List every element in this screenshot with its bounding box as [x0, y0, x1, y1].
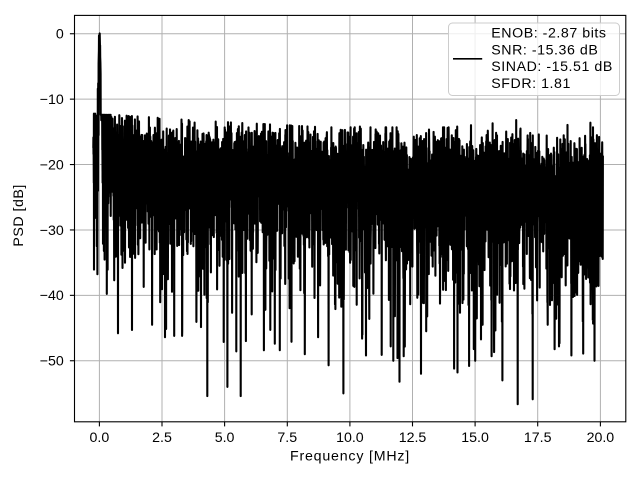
svg-text:2.5: 2.5: [152, 430, 172, 446]
svg-text:−40: −40: [40, 288, 64, 304]
svg-text:SINAD: -15.51 dB: SINAD: -15.51 dB: [491, 59, 613, 75]
svg-text:7.5: 7.5: [277, 430, 297, 446]
svg-text:−50: −50: [40, 354, 64, 370]
svg-text:0: 0: [56, 27, 64, 43]
svg-text:PSD [dB]: PSD [dB]: [11, 184, 27, 246]
svg-text:0.0: 0.0: [90, 430, 110, 446]
svg-text:10.0: 10.0: [336, 430, 364, 446]
svg-text:20.0: 20.0: [587, 430, 615, 446]
svg-text:SFDR: 1.81: SFDR: 1.81: [491, 76, 571, 92]
svg-text:SNR: -15.36 dB: SNR: -15.36 dB: [491, 42, 598, 58]
svg-text:5.0: 5.0: [215, 430, 235, 446]
svg-text:12.5: 12.5: [399, 430, 427, 446]
svg-text:17.5: 17.5: [524, 430, 552, 446]
svg-text:−30: −30: [40, 223, 64, 239]
svg-text:ENOB: -2.87 bits: ENOB: -2.87 bits: [491, 26, 606, 42]
svg-text:15.0: 15.0: [461, 430, 489, 446]
svg-text:Frequency [MHz]: Frequency [MHz]: [290, 449, 410, 465]
svg-text:−20: −20: [40, 158, 64, 174]
svg-text:−10: −10: [40, 92, 64, 108]
